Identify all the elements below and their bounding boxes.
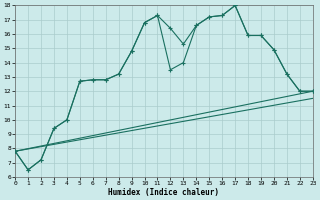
- X-axis label: Humidex (Indice chaleur): Humidex (Indice chaleur): [108, 188, 220, 197]
